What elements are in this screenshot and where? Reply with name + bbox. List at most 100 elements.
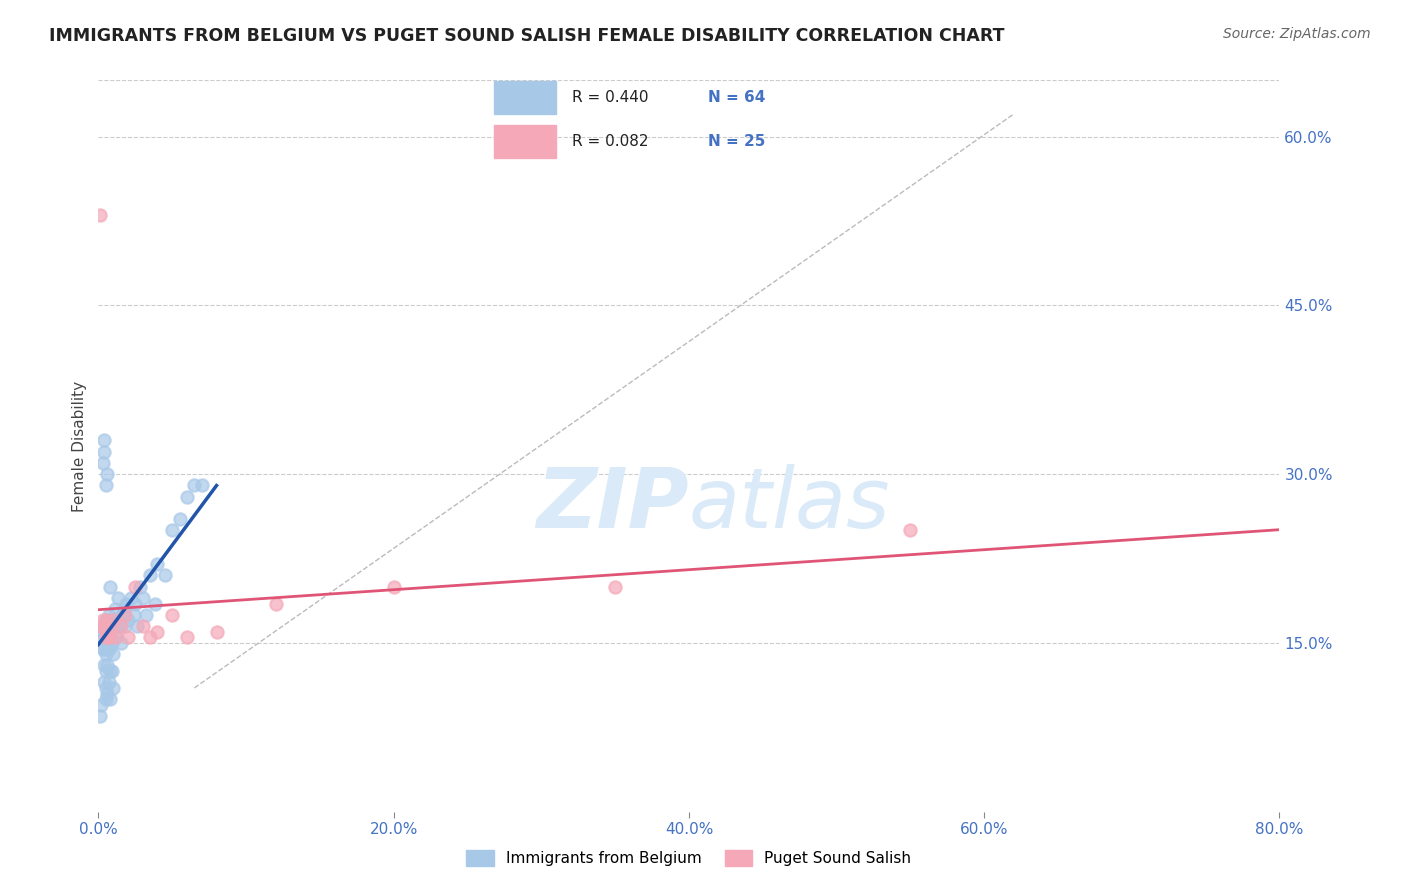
Text: atlas: atlas [689, 464, 890, 545]
Point [94, 614, 117, 628]
Point [264, 597, 287, 611]
Point [105, 630, 128, 644]
Point [94, 630, 117, 644]
Point [117, 630, 139, 644]
Point [91, 456, 114, 470]
Point [107, 591, 129, 605]
Text: IMMIGRANTS FROM BELGIUM VS PUGET SOUND SALISH FEMALE DISABILITY CORRELATION CHAR: IMMIGRANTS FROM BELGIUM VS PUGET SOUND S… [49, 27, 1005, 45]
Point [114, 619, 136, 633]
Point [98, 580, 121, 594]
Point [96, 658, 118, 673]
Point [115, 597, 138, 611]
Point [100, 619, 122, 633]
Point [382, 580, 405, 594]
Point [146, 624, 169, 639]
Point [90, 698, 112, 712]
Point [110, 636, 132, 650]
Point [162, 524, 183, 538]
Point [94, 647, 117, 661]
Point [96, 687, 118, 701]
Point [132, 591, 155, 605]
Point [103, 614, 125, 628]
Point [103, 647, 125, 661]
Point [183, 478, 205, 492]
Point [91, 630, 114, 644]
Point [91, 624, 114, 639]
Point [96, 614, 118, 628]
Point [176, 490, 198, 504]
Point [169, 512, 191, 526]
Point [98, 630, 121, 644]
Point [153, 568, 176, 582]
Y-axis label: Female Disability: Female Disability [72, 380, 87, 512]
Point [162, 607, 183, 622]
Point [107, 614, 129, 628]
Point [93, 619, 115, 633]
Point [93, 675, 115, 690]
Point [90, 619, 112, 633]
Point [139, 568, 162, 582]
Point [191, 478, 214, 492]
Text: N = 25: N = 25 [707, 134, 765, 149]
Point [124, 580, 146, 594]
Point [98, 664, 121, 678]
Point [146, 557, 169, 571]
Point [108, 619, 131, 633]
Point [100, 636, 122, 650]
Point [125, 619, 148, 633]
Point [900, 524, 922, 538]
Point [112, 602, 135, 616]
Point [96, 641, 118, 656]
Point [111, 607, 134, 622]
Point [110, 619, 132, 633]
Point [103, 614, 125, 628]
Point [93, 658, 115, 673]
Point [94, 614, 117, 628]
Point [124, 597, 146, 611]
Point [104, 602, 127, 616]
Point [117, 614, 139, 628]
Point [132, 619, 155, 633]
Text: Source: ZipAtlas.com: Source: ZipAtlas.com [1223, 27, 1371, 41]
Point [176, 630, 198, 644]
Point [97, 641, 120, 656]
Legend: Immigrants from Belgium, Puget Sound Salish: Immigrants from Belgium, Puget Sound Sal… [458, 842, 920, 873]
Point [135, 607, 157, 622]
Point [105, 630, 128, 644]
Text: R = 0.440: R = 0.440 [572, 89, 648, 104]
Point [89, 208, 111, 222]
Point [93, 434, 115, 448]
Point [605, 580, 627, 594]
Point [89, 709, 111, 723]
Point [98, 630, 121, 644]
Point [91, 614, 114, 628]
Point [120, 591, 142, 605]
Point [93, 619, 115, 633]
Point [96, 630, 118, 644]
Point [93, 641, 115, 656]
Text: ZIP: ZIP [536, 464, 689, 545]
Point [91, 641, 114, 656]
Point [128, 580, 150, 594]
Point [143, 597, 166, 611]
Point [94, 681, 117, 695]
Point [103, 681, 125, 695]
Point [205, 624, 228, 639]
Point [94, 692, 117, 706]
Text: R = 0.082: R = 0.082 [572, 134, 648, 149]
Point [105, 619, 128, 633]
Point [97, 624, 120, 639]
Point [100, 664, 122, 678]
Point [139, 630, 162, 644]
Point [122, 607, 145, 622]
Point [93, 444, 115, 458]
Point [90, 619, 112, 633]
Point [94, 630, 117, 644]
Point [96, 467, 118, 482]
Point [97, 607, 120, 622]
Point [114, 607, 136, 622]
Text: N = 64: N = 64 [707, 89, 765, 104]
Point [97, 675, 120, 690]
Point [94, 664, 117, 678]
Point [98, 692, 121, 706]
